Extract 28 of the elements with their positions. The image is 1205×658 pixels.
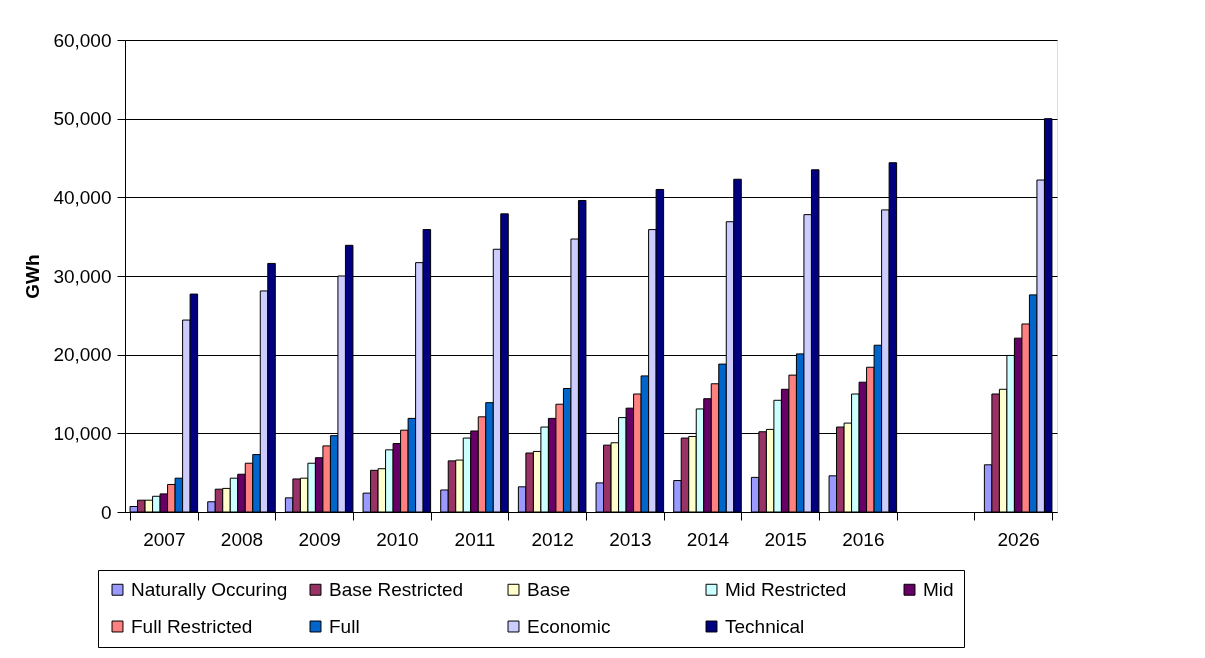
x-tick-label: 2016 (842, 528, 885, 550)
y-tick-label: 30,000 (53, 265, 112, 287)
y-tick-label: 0 (100, 501, 112, 523)
legend-label: Full (329, 615, 360, 637)
y-tick-label: 20,000 (53, 344, 112, 366)
legend-label: Naturally Occuring (131, 578, 288, 600)
legend-label: Base (527, 578, 571, 600)
y-tick-label: 40,000 (53, 186, 112, 208)
x-tick-label: 2014 (686, 528, 730, 550)
x-tick-label: 2009 (298, 528, 341, 550)
y-tick-label: 50,000 (53, 108, 112, 130)
x-tick-label: 2011 (454, 528, 496, 550)
y-tick-label: 60,000 (53, 29, 112, 51)
x-tick-label: 2026 (997, 528, 1040, 550)
legend-label: Base Restricted (329, 578, 464, 600)
legend-label: Technical (725, 615, 805, 637)
legend-label: Full Restricted (131, 615, 253, 637)
legend-label: Economic (527, 615, 611, 637)
x-tick-label: 2010 (376, 528, 419, 550)
y-tick-label: 10,000 (53, 422, 112, 444)
x-tick-label: 2012 (531, 528, 574, 550)
legend-label: Mid (923, 578, 954, 600)
legend-label: Mid Restricted (725, 578, 847, 600)
x-tick-label: 2008 (220, 528, 264, 550)
x-tick-label: 2013 (609, 528, 652, 550)
x-tick-label: 2007 (143, 528, 186, 550)
x-tick-label: 2015 (764, 528, 807, 550)
y-axis-title: GWh (22, 254, 44, 299)
